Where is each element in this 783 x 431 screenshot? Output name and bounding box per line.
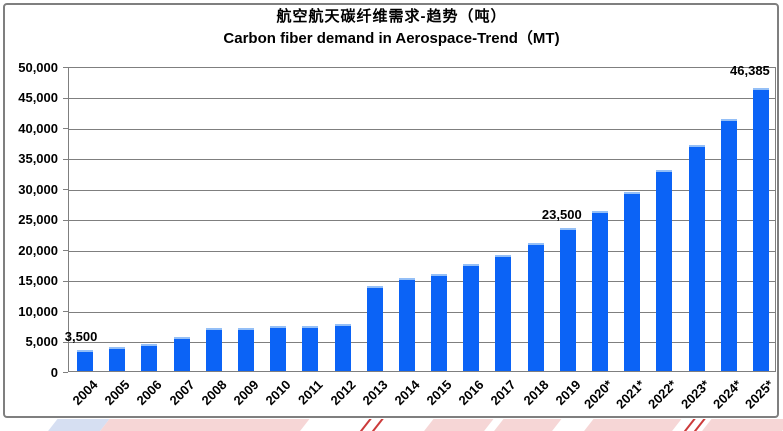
x-tick-label-2020*: 2020* xyxy=(580,377,616,412)
x-tick-label-2022*: 2022* xyxy=(645,377,680,412)
y-tick-label: 45,000 xyxy=(18,90,58,105)
gridline xyxy=(69,128,775,130)
gridline xyxy=(69,281,775,282)
x-axis: 2004 2005 2006 2007 2008 2009 2010 2011 2012 2013… xyxy=(68,377,777,423)
bar-2021* xyxy=(624,192,640,371)
y-tick-label: 5,000 xyxy=(25,334,58,349)
bar-2004 xyxy=(77,350,93,371)
bar-2007 xyxy=(174,337,190,371)
x-tick-label-2025*: 2025* xyxy=(741,377,777,412)
x-tick-label-2009: 2009 xyxy=(230,377,262,409)
y-tick-mark xyxy=(63,280,68,282)
slide-background-ribbons xyxy=(0,419,783,431)
bar-2006 xyxy=(141,344,157,371)
y-tick-mark xyxy=(63,372,68,373)
x-tick-label-2005: 2005 xyxy=(101,377,133,409)
bar-2023* xyxy=(689,145,705,371)
y-tick-mark xyxy=(63,311,68,312)
y-tick-mark xyxy=(63,219,68,221)
bar-2019 xyxy=(560,228,576,371)
bar-2012 xyxy=(335,324,351,371)
y-tick-label: 30,000 xyxy=(18,181,58,197)
y-tick-mark xyxy=(63,97,68,99)
y-tick-mark xyxy=(63,67,68,68)
x-tick-label-2004: 2004 xyxy=(69,377,101,409)
bar-2008 xyxy=(206,328,222,371)
bar-2018 xyxy=(528,243,544,371)
gridline xyxy=(69,342,775,343)
y-tick-mark xyxy=(63,189,68,190)
ribbon-pink-decoration xyxy=(487,419,567,431)
x-tick-label-2014: 2014 xyxy=(391,377,423,409)
x-tick-label-2023*: 2023* xyxy=(677,377,713,412)
ribbon-pink-decoration xyxy=(93,419,315,431)
x-tick-label-2007: 2007 xyxy=(166,377,198,409)
y-tick-label: 15,000 xyxy=(18,273,58,288)
x-tick-label-2006: 2006 xyxy=(134,377,166,409)
bar-2013 xyxy=(367,286,383,371)
y-tick-label: 35,000 xyxy=(18,151,58,166)
bar-2017 xyxy=(495,255,511,371)
x-tick-label-2019: 2019 xyxy=(552,377,584,409)
x-tick-label-2011: 2011 xyxy=(295,377,326,408)
bar-2020* xyxy=(592,211,608,371)
ribbon-pink-decoration xyxy=(695,419,783,431)
x-tick-label-2008: 2008 xyxy=(198,377,230,409)
gridline xyxy=(69,220,775,221)
bar-2005 xyxy=(109,347,125,371)
bar-2011 xyxy=(302,326,318,371)
x-tick-label-2012: 2012 xyxy=(327,377,359,409)
x-tick-label-2024*: 2024* xyxy=(709,377,745,412)
x-tick-label-2010: 2010 xyxy=(262,377,294,409)
bar-2014 xyxy=(399,278,415,371)
x-tick-label-2017: 2017 xyxy=(488,377,520,409)
gridline xyxy=(69,159,775,160)
x-tick-label-2018: 2018 xyxy=(520,377,552,409)
bar-2025* xyxy=(753,88,769,371)
data-label-2025*: 46,385 xyxy=(730,63,770,78)
bar-2016 xyxy=(463,264,479,371)
y-tick-mark xyxy=(63,250,68,251)
x-tick-label-2013: 2013 xyxy=(359,377,391,409)
y-tick-label: 0 xyxy=(50,364,58,380)
x-tick-label-2015: 2015 xyxy=(423,377,455,409)
chart-title-english: Carbon fiber demand in Aerospace-Trend（M… xyxy=(223,30,560,47)
bar-2024* xyxy=(721,119,737,371)
gridline xyxy=(69,250,775,252)
bar-2010 xyxy=(270,326,286,371)
plot-area: 3,500 23,500 46,385 xyxy=(64,63,776,372)
chart-title-chinese: 航空航天碳纤维需求-趋势（吨） xyxy=(276,8,507,25)
y-tick-mark xyxy=(63,158,68,160)
chart-panel xyxy=(3,3,779,418)
y-tick-label: 10,000 xyxy=(18,303,58,319)
ribbon-pink-decoration xyxy=(577,419,687,431)
chart-title-block: 航空航天碳纤维需求-趋势（吨） Carbon fiber demand in A… xyxy=(0,6,783,50)
x-tick-label-2021*: 2021* xyxy=(613,377,648,412)
ribbon-pink-decoration xyxy=(417,419,499,431)
x-tick-label-2016: 2016 xyxy=(455,377,487,409)
y-tick-label: 20,000 xyxy=(18,242,58,258)
y-tick-label: 50,000 xyxy=(18,59,58,75)
y-tick-label: 25,000 xyxy=(18,212,58,227)
gridline xyxy=(69,311,775,313)
gridline xyxy=(69,98,775,99)
y-tick-label: 40,000 xyxy=(18,120,58,136)
data-label-2004: 3,500 xyxy=(64,329,98,344)
y-tick-mark xyxy=(63,128,68,129)
bar-2022* xyxy=(656,170,672,371)
y-tick-mark xyxy=(63,341,68,343)
bar-2009 xyxy=(238,328,254,371)
gridline xyxy=(69,189,775,191)
bar-2015 xyxy=(431,274,447,371)
data-label-2019: 23,500 xyxy=(541,207,582,222)
